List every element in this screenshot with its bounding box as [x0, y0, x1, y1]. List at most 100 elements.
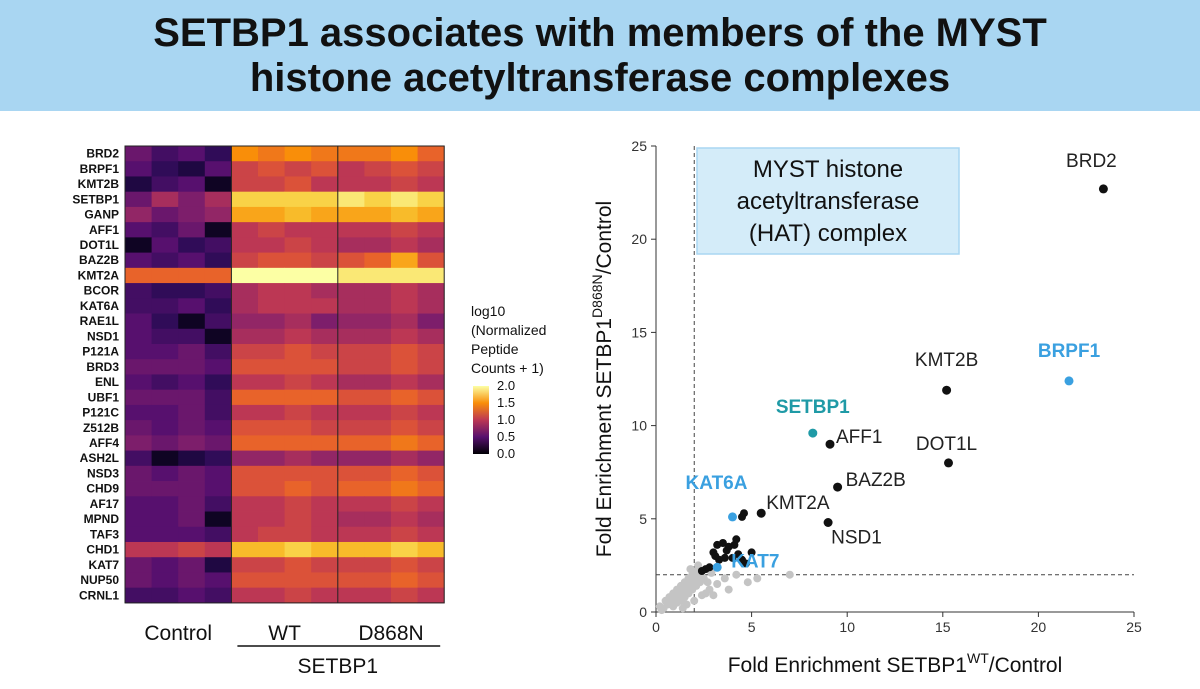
- heatmap-cell: [364, 328, 392, 345]
- heatmap-cell: [284, 206, 312, 223]
- heatmap-cell: [364, 206, 392, 223]
- point-label-kmt2a: KMT2A: [766, 493, 830, 514]
- heatmap-cell: [125, 557, 152, 573]
- heatmap-cell: [258, 313, 285, 330]
- heatmap-cell: [231, 237, 259, 254]
- heatmap-cell: [231, 465, 259, 482]
- heatmap-cell: [311, 237, 339, 254]
- gene-label-nsd1: NSD1: [87, 329, 119, 343]
- x-tick-label: 0: [652, 619, 660, 635]
- heatmap-cell: [284, 267, 312, 284]
- heatmap-cell: [311, 541, 339, 558]
- title-banner: SETBP1 associates with members of the MY…: [0, 0, 1200, 111]
- heatmap-cell: [337, 252, 365, 269]
- heatmap-cell: [231, 496, 259, 512]
- heatmap-cell: [337, 404, 365, 421]
- heatmap-cell: [178, 146, 206, 162]
- heatmap-cell: [125, 389, 152, 406]
- heatmap-cell: [417, 389, 445, 406]
- heatmap-cell: [391, 313, 418, 330]
- heatmap-cell: [125, 450, 152, 467]
- x-tick-label: 10: [839, 619, 855, 635]
- heatmap-cell: [258, 374, 285, 391]
- heatmap-cell: [311, 222, 339, 238]
- heatmap-cell: [204, 374, 232, 391]
- heatmap-cell: [231, 420, 259, 436]
- scatter-point-brpf1: [1064, 376, 1074, 386]
- heatmap-cell: [337, 328, 365, 345]
- gene-label-kmt2a: KMT2A: [78, 268, 120, 282]
- heatmap-cell: [391, 267, 418, 284]
- heatmap-cell: [417, 146, 445, 162]
- heatmap-cell: [284, 298, 312, 314]
- gene-label-ganp: GANP: [84, 208, 119, 222]
- heatmap-cell: [231, 541, 259, 558]
- heatmap-cell: [337, 176, 365, 193]
- heatmap-cell: [151, 496, 179, 512]
- heatmap-cell: [178, 450, 206, 467]
- heatmap-cell: [231, 450, 259, 467]
- title-line-1: SETBP1 associates with members of the MY…: [153, 10, 1047, 55]
- heatmap-cell: [258, 146, 285, 162]
- heatmap-cell: [178, 237, 206, 254]
- heatmap-cell: [364, 191, 392, 208]
- x-tick-label: 25: [1126, 619, 1142, 635]
- heatmap-cell: [125, 343, 152, 360]
- heatmap-cell: [258, 420, 285, 436]
- scatter-point-nonsignificant: [686, 565, 695, 574]
- heatmap-cell: [337, 222, 365, 238]
- scatter-point-kmt2a: [756, 508, 766, 518]
- heatmap-cell: [391, 481, 418, 497]
- heatmap-cell: [284, 450, 312, 467]
- heatmap-cell: [391, 572, 418, 589]
- heatmap-cell: [231, 389, 259, 406]
- heatmap-cell: [284, 343, 312, 360]
- heatmap-cell: [391, 252, 418, 269]
- heatmap-cell: [258, 298, 285, 314]
- heatmap-cell: [284, 283, 312, 299]
- colorbar-tick-label: 0.5: [497, 429, 515, 444]
- gene-label-brpf1: BRPF1: [80, 162, 120, 176]
- scatter-point-brd2: [1098, 184, 1108, 194]
- heatmap-cell: [311, 404, 339, 421]
- heatmap-cell: [391, 222, 418, 238]
- heatmap-cell: [337, 161, 365, 177]
- annotation-box-text: (HAT) complex: [749, 220, 907, 247]
- heatmap-cell: [204, 176, 232, 193]
- gene-label-setbp1: SETBP1: [72, 192, 119, 206]
- scatter-point-nonsignificant: [655, 602, 664, 611]
- scatter-point-kat6a: [728, 512, 737, 522]
- heatmap-cell: [364, 572, 392, 589]
- heatmap-cell: [391, 435, 418, 451]
- heatmap-cell: [417, 481, 445, 497]
- y-tick-label: 15: [631, 324, 647, 340]
- heatmap-cell: [391, 343, 418, 360]
- heatmap-cell: [284, 328, 312, 345]
- heatmap-cell: [391, 557, 418, 573]
- scatter-point: [740, 509, 748, 518]
- scatter-point-kat7: [712, 562, 722, 572]
- heatmap-cell: [337, 450, 365, 467]
- scatter-point: [697, 567, 706, 575]
- heatmap-cell: [178, 526, 206, 543]
- heatmap-cell: [258, 389, 285, 406]
- heatmap-cell: [231, 557, 259, 573]
- heatmap-cell: [311, 252, 339, 269]
- heatmap-cell: [311, 298, 339, 314]
- heatmap-cell: [311, 176, 339, 193]
- heatmap-cell: [178, 420, 206, 436]
- heatmap-cell: [364, 237, 392, 254]
- heatmap-cell: [231, 343, 259, 360]
- scatter-point-dot1l: [944, 458, 953, 468]
- heatmap-cell: [204, 389, 232, 406]
- heatmap-cell: [231, 206, 259, 223]
- heatmap-cell: [204, 283, 232, 299]
- heatmap-cell: [337, 313, 365, 330]
- heatmap-cell: [178, 191, 206, 208]
- heatmap-cell: [178, 222, 206, 238]
- x-tick-label: 20: [1031, 619, 1047, 635]
- heatmap-cell: [204, 222, 232, 238]
- heatmap-cell: [284, 252, 312, 269]
- colorbar-tick-label: 1.0: [497, 412, 515, 427]
- heatmap-cell: [151, 343, 179, 360]
